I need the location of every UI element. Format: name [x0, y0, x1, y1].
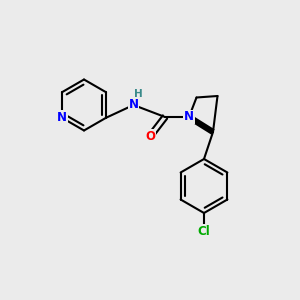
- Text: N: N: [128, 98, 139, 112]
- Text: H: H: [134, 88, 142, 99]
- Text: N: N: [184, 110, 194, 124]
- Text: Cl: Cl: [198, 225, 210, 238]
- Text: N: N: [57, 111, 67, 124]
- Text: O: O: [145, 130, 155, 143]
